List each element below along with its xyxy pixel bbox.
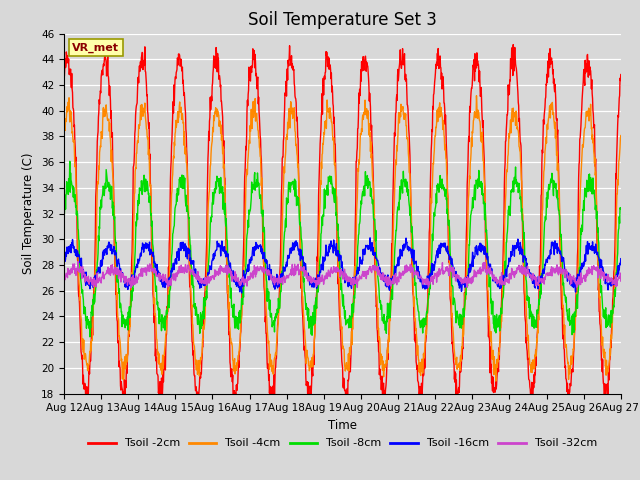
Tsoil -4cm bbox=[60, 128, 68, 134]
Tsoil -32cm bbox=[185, 263, 193, 269]
Legend: Tsoil -2cm, Tsoil -4cm, Tsoil -8cm, Tsoil -16cm, Tsoil -32cm: Tsoil -2cm, Tsoil -4cm, Tsoil -8cm, Tsoi… bbox=[83, 434, 602, 453]
Tsoil -16cm bbox=[246, 260, 254, 266]
Title: Soil Temperature Set 3: Soil Temperature Set 3 bbox=[248, 11, 437, 29]
Tsoil -4cm bbox=[184, 181, 191, 187]
Tsoil -2cm bbox=[60, 73, 68, 79]
Tsoil -16cm bbox=[170, 263, 178, 269]
Tsoil -2cm bbox=[509, 42, 517, 48]
Tsoil -32cm bbox=[502, 278, 510, 284]
Tsoil -2cm bbox=[429, 106, 437, 112]
Tsoil -16cm bbox=[184, 245, 191, 251]
Tsoil -32cm bbox=[552, 270, 559, 276]
Tsoil -8cm bbox=[429, 222, 437, 228]
Tsoil -32cm bbox=[127, 285, 135, 290]
Tsoil -4cm bbox=[472, 93, 480, 98]
Tsoil -2cm bbox=[184, 183, 191, 189]
Line: Tsoil -8cm: Tsoil -8cm bbox=[64, 161, 621, 337]
Tsoil -4cm bbox=[492, 378, 500, 384]
Tsoil -8cm bbox=[66, 158, 74, 164]
Line: Tsoil -2cm: Tsoil -2cm bbox=[64, 45, 621, 407]
Tsoil -2cm bbox=[170, 103, 178, 108]
Tsoil -2cm bbox=[246, 78, 254, 84]
Tsoil -32cm bbox=[247, 271, 255, 276]
Tsoil -2cm bbox=[502, 138, 509, 144]
Tsoil -16cm bbox=[238, 290, 246, 296]
Tsoil -4cm bbox=[170, 139, 178, 145]
Tsoil -16cm bbox=[366, 235, 374, 240]
Tsoil -8cm bbox=[617, 205, 625, 211]
Tsoil -4cm bbox=[552, 135, 559, 141]
Tsoil -4cm bbox=[429, 170, 436, 176]
Tsoil -2cm bbox=[231, 404, 239, 409]
Tsoil -16cm bbox=[552, 245, 559, 251]
Line: Tsoil -4cm: Tsoil -4cm bbox=[64, 96, 621, 381]
Line: Tsoil -32cm: Tsoil -32cm bbox=[64, 262, 621, 288]
Tsoil -8cm bbox=[60, 215, 68, 221]
Tsoil -32cm bbox=[429, 275, 437, 281]
Tsoil -8cm bbox=[86, 334, 94, 340]
Tsoil -2cm bbox=[552, 88, 559, 94]
Tsoil -32cm bbox=[617, 278, 625, 284]
Y-axis label: Soil Temperature (C): Soil Temperature (C) bbox=[22, 153, 35, 275]
Tsoil -16cm bbox=[617, 256, 625, 262]
Text: VR_met: VR_met bbox=[72, 43, 119, 53]
Tsoil -16cm bbox=[60, 259, 68, 264]
Line: Tsoil -16cm: Tsoil -16cm bbox=[64, 238, 621, 293]
Tsoil -32cm bbox=[74, 259, 82, 264]
Tsoil -2cm bbox=[617, 72, 625, 77]
Tsoil -32cm bbox=[60, 275, 68, 280]
Tsoil -16cm bbox=[502, 271, 510, 277]
Tsoil -8cm bbox=[185, 216, 193, 221]
Tsoil -8cm bbox=[502, 240, 510, 245]
Tsoil -8cm bbox=[172, 205, 179, 211]
Tsoil -4cm bbox=[246, 123, 254, 129]
X-axis label: Time: Time bbox=[328, 419, 357, 432]
Tsoil -32cm bbox=[172, 271, 179, 276]
Tsoil -4cm bbox=[502, 174, 510, 180]
Tsoil -8cm bbox=[247, 201, 255, 206]
Tsoil -4cm bbox=[617, 132, 625, 138]
Tsoil -8cm bbox=[552, 185, 559, 191]
Tsoil -16cm bbox=[429, 262, 437, 267]
